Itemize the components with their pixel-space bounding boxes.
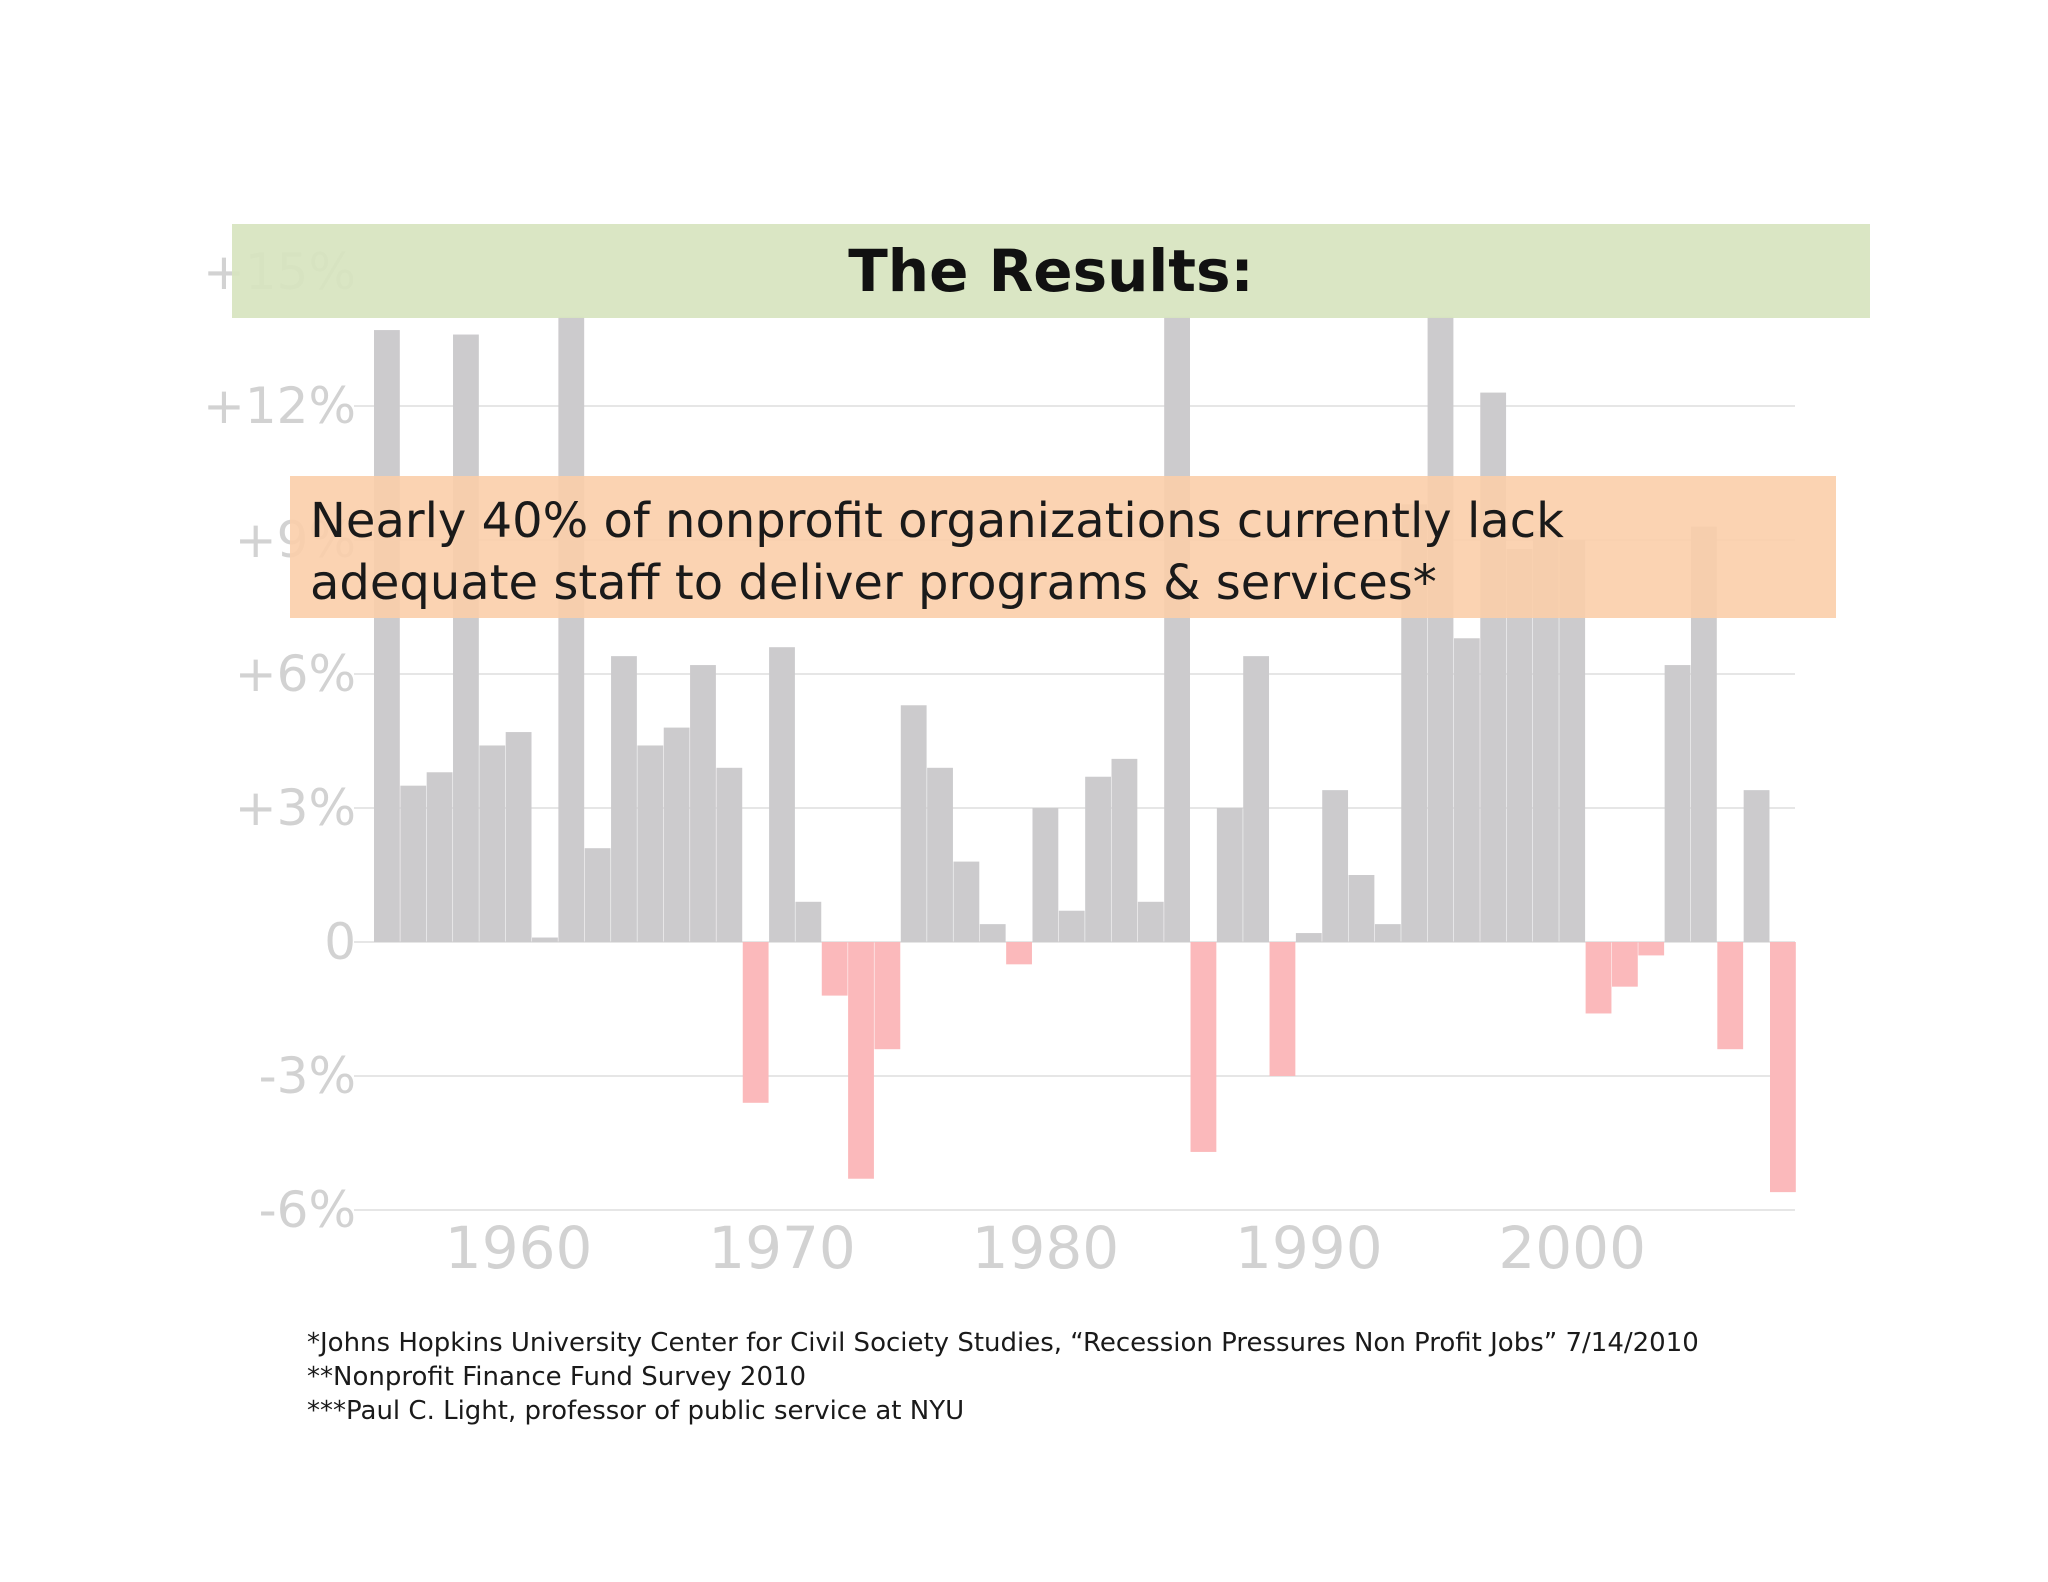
x-axis-ticks: 1960 1970 1980 1990 2000 [445,1214,1646,1282]
x-tick-label: 2000 [1498,1214,1646,1282]
bars [374,316,1796,1193]
bar [611,656,637,942]
bar [400,785,427,942]
bar [1717,942,1744,1050]
x-tick-label: 1980 [972,1214,1120,1282]
x-tick-label: 1990 [1235,1214,1383,1282]
bar [479,745,506,942]
bar [1585,942,1612,1014]
y-tick-label: -6% [259,1181,356,1239]
bar [1085,776,1111,942]
footnote-3: ***Paul C. Light, professor of public se… [307,1396,965,1426]
callout-line-2: adequate staff to deliver programs & ser… [310,555,1437,611]
bar [1032,808,1059,942]
bar [532,937,558,942]
bar [1137,901,1164,942]
bar [1348,875,1375,942]
bar [953,861,980,942]
y-tick-label: +3% [235,779,356,837]
bar [1295,933,1322,942]
bar [1638,942,1665,956]
bar [374,330,400,943]
bar [690,665,716,942]
bar [453,334,479,942]
bar [848,942,874,1179]
footnotes: *Johns Hopkins University Center for Civ… [307,1326,2007,1428]
x-tick-label: 1960 [445,1214,593,1282]
slide-title: The Results: [848,237,1254,305]
bar [1058,910,1085,942]
bar [1374,924,1401,942]
bar [821,942,848,996]
bar [1164,316,1191,943]
bar [1427,316,1454,943]
bar [584,848,611,942]
bar [663,727,690,942]
bar [426,772,453,942]
y-tick-label: +6% [235,645,356,703]
callout-line-1: Nearly 40% of nonprofit organizations cu… [310,493,1564,549]
footnote-2: **Nonprofit Finance Fund Survey 2010 [307,1362,807,1392]
bar [1480,392,1507,943]
bar [1770,942,1796,1193]
bar [979,924,1006,942]
bar [716,767,743,942]
bar [769,647,795,942]
bar [742,942,769,1103]
y-tick-label: -3% [259,1047,356,1105]
y-tick-label: +12% [203,377,356,435]
bar [637,745,664,942]
callout-box: Nearly 40% of nonprofit organizations cu… [290,476,1836,618]
bar [927,767,953,942]
bar [1453,638,1480,942]
bar [900,705,927,942]
bar [874,942,901,1050]
bar [1664,665,1691,942]
footnote-1: *Johns Hopkins University Center for Civ… [307,1328,1699,1358]
bar [1216,808,1243,942]
bar [1111,758,1138,942]
x-tick-label: 1970 [708,1214,856,1282]
title-banner: The Results: [232,224,1870,318]
bar [1269,942,1296,1076]
bar [1006,942,1032,965]
bar [1611,942,1638,987]
bar [1243,656,1270,942]
y-axis-ticks: +15%+12%+9%+6%+3%0-3%-6% [203,243,356,1239]
bar [1743,790,1770,942]
y-tick-label: 0 [324,913,356,971]
bar [795,901,822,942]
bar [1322,790,1349,942]
bar [505,732,532,942]
bar [1190,942,1217,1152]
bar [558,316,585,943]
